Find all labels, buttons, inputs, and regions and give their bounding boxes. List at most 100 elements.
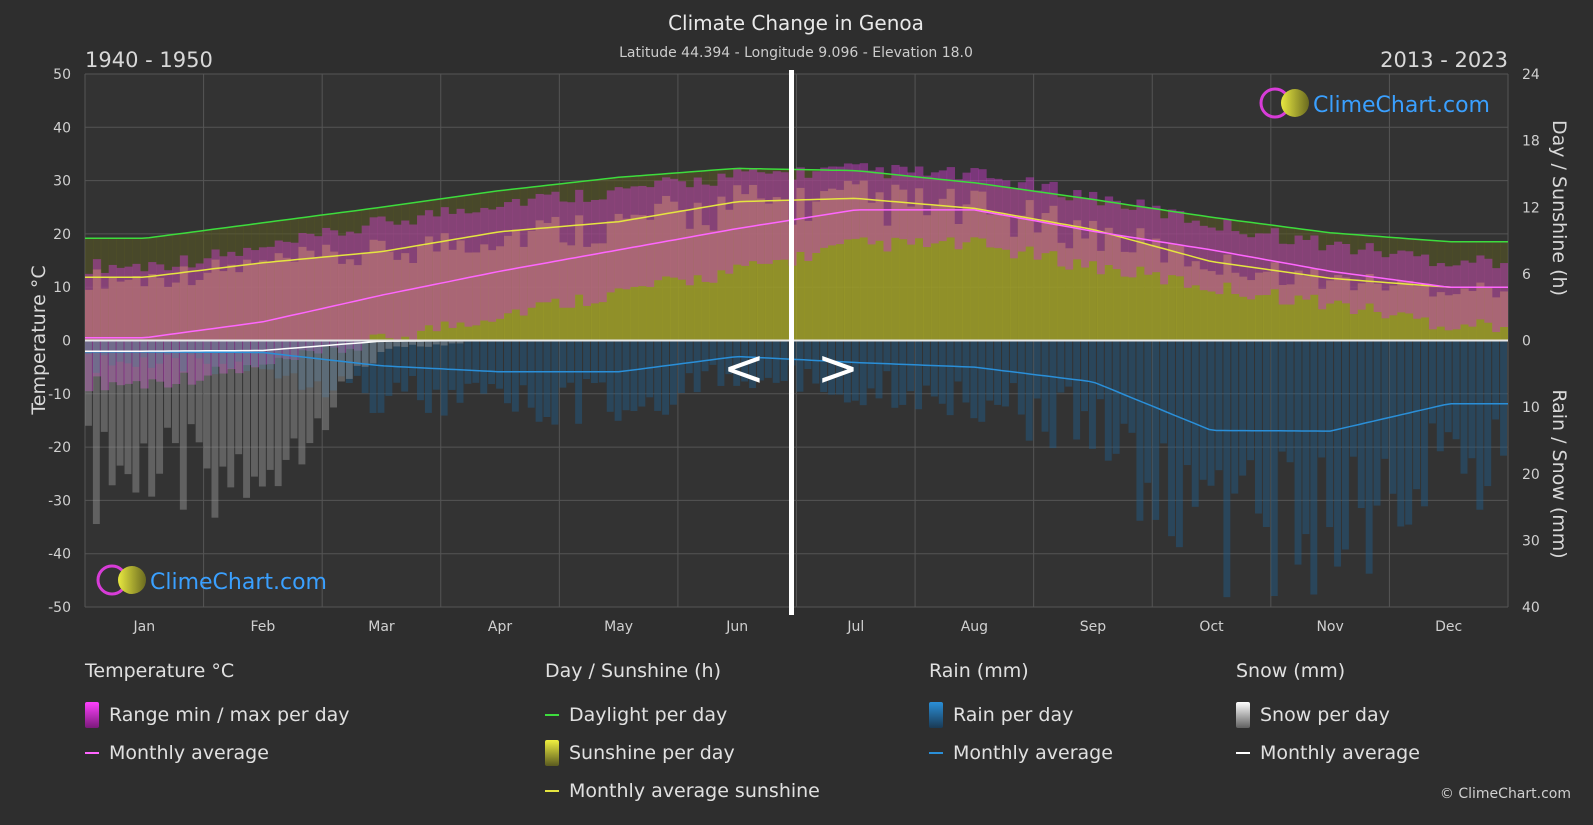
- rain-column: [1183, 340, 1191, 466]
- daylight-swatch: [545, 714, 559, 716]
- temp-range-column: [1460, 260, 1469, 325]
- sunshine-column: [1065, 248, 1074, 341]
- rain-column: [330, 340, 337, 391]
- rain-column: [733, 340, 741, 386]
- logo-top[interactable]: ClimeChart.com: [1259, 87, 1490, 119]
- temp-range-column: [432, 216, 442, 332]
- legend-item-sunshine: Sunshine per day: [545, 734, 820, 772]
- logo-bottom[interactable]: ClimeChart.com: [96, 564, 327, 596]
- sunshine-column: [1199, 269, 1208, 341]
- snow-column: [369, 340, 377, 364]
- sunshine-column: [851, 184, 861, 341]
- temp-range-column: [1302, 239, 1311, 300]
- sunshine-column: [922, 215, 932, 341]
- sunshine-column: [1152, 238, 1161, 341]
- legend-item-label: Snow per day: [1260, 704, 1390, 726]
- sunshine-column: [820, 191, 829, 341]
- y-left-tick-label: -30: [48, 493, 71, 509]
- temp-range-column: [1278, 243, 1288, 305]
- rain-column: [1223, 340, 1231, 598]
- rain-column: [638, 340, 646, 407]
- rain-column: [393, 340, 401, 383]
- period-left: 1940 - 1950: [85, 48, 213, 72]
- next-arrow[interactable]: >: [817, 339, 859, 397]
- rain-column: [907, 340, 915, 392]
- y-left-tick-label: -40: [48, 547, 71, 563]
- sunshine-column: [1278, 285, 1288, 341]
- rain-column: [772, 340, 780, 383]
- y-left-tick-label: -20: [48, 440, 71, 456]
- snow-swatch: [1236, 702, 1250, 728]
- temp-range-column: [187, 267, 197, 385]
- sunshine-column: [1341, 277, 1351, 341]
- rain-column: [717, 340, 725, 386]
- legend-item-sunshine-avg: Monthly average sunshine: [545, 772, 820, 810]
- rain-column: [875, 340, 883, 399]
- rain-column: [1373, 340, 1381, 506]
- snow-column: [258, 340, 266, 487]
- sunshine-column: [1231, 272, 1240, 341]
- temp-range-column: [820, 167, 829, 248]
- temp-range-column: [654, 180, 663, 281]
- logo-bottom-text: ClimeChart.com: [150, 570, 327, 595]
- rain-column: [946, 340, 954, 416]
- y-left-tick-label: 40: [53, 120, 71, 136]
- temp-range-column: [424, 210, 434, 326]
- rain-column: [867, 340, 875, 389]
- rain-column: [377, 340, 385, 413]
- temp-range-column: [1081, 198, 1090, 268]
- legend-item-snow-avg: Monthly average: [1236, 734, 1420, 772]
- y-axis-left-label: Temperature °C: [28, 265, 50, 415]
- sunshine-column: [1191, 261, 1201, 341]
- sunshine-column: [701, 225, 710, 341]
- rain-column: [828, 340, 836, 395]
- temp-range-column: [930, 172, 940, 244]
- snow-column: [282, 340, 290, 460]
- temp-range-column: [1334, 241, 1343, 301]
- rain-column: [843, 340, 851, 403]
- rain-column: [1286, 340, 1294, 463]
- temp-range-column: [828, 166, 837, 246]
- temp-range-column: [812, 171, 821, 253]
- rain-column: [1152, 340, 1160, 520]
- snow-column: [211, 340, 219, 518]
- temp-range-column: [559, 201, 568, 308]
- temp-range-column: [108, 264, 118, 383]
- snow-column: [377, 340, 385, 352]
- snow-column: [108, 340, 116, 486]
- sunshine-column: [1183, 266, 1193, 341]
- rain-column: [1215, 340, 1223, 471]
- prev-arrow[interactable]: <: [723, 339, 765, 397]
- rain-column: [1033, 340, 1041, 399]
- temp-range-column: [85, 273, 94, 392]
- rain-column: [1310, 340, 1318, 595]
- nav-divider[interactable]: [789, 70, 794, 615]
- x-tick-label: Jun: [725, 619, 748, 635]
- sunshine-column: [1357, 283, 1367, 341]
- rain-column: [922, 340, 930, 386]
- x-tick-label: Aug: [961, 619, 988, 635]
- temp-range-column: [1389, 253, 1398, 316]
- snow-column: [417, 340, 424, 347]
- rain-column: [353, 340, 361, 376]
- sunshine-column: [1002, 215, 1011, 341]
- temp-avg-swatch: [85, 752, 99, 754]
- sunshine-column: [962, 204, 971, 341]
- sunshine-column: [1286, 284, 1295, 341]
- sunshine-column: [1081, 238, 1090, 341]
- rain-column: [1452, 340, 1460, 440]
- sunshine-column: [883, 225, 892, 341]
- y-right-top-tick-label: 12: [1522, 200, 1540, 216]
- sunshine-column: [970, 190, 979, 341]
- rain-column: [938, 340, 946, 404]
- temp-range-column: [330, 230, 339, 348]
- rain-column: [195, 340, 203, 359]
- rain-column: [108, 340, 116, 366]
- rain-column: [1065, 340, 1073, 387]
- sunshine-column: [749, 184, 758, 341]
- x-tick-label: Nov: [1316, 619, 1343, 635]
- temp-range-column: [733, 168, 742, 265]
- rain-column: [978, 340, 986, 422]
- rain-column: [488, 340, 496, 385]
- temp-range-column: [298, 233, 307, 351]
